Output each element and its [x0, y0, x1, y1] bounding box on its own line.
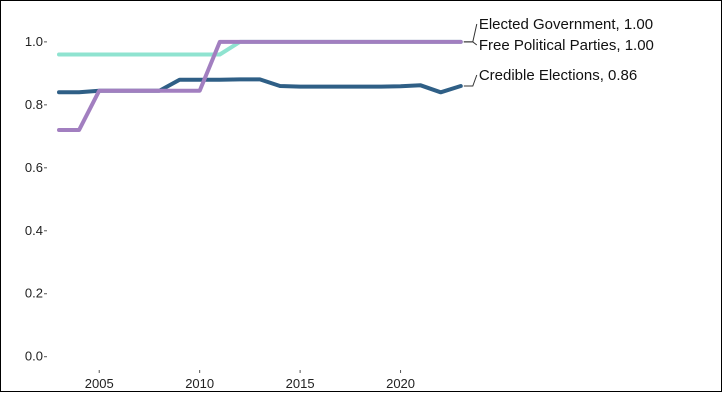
x-tick-label-1: 2010 [185, 376, 214, 391]
series-label-free-political-parties: Free Political Parties, 1.00 [479, 37, 654, 54]
x-tick-label-3: 2020 [386, 376, 415, 391]
y-tick-label-4: 0.8 [25, 97, 43, 112]
leader-line-free-political-parties [463, 41, 478, 46]
series-line-free-political-parties [57, 39, 463, 132]
y-tick-label-3: 0.6 [25, 160, 43, 175]
y-tick-label-0: 0.0 [25, 349, 43, 364]
series-label-elected-government: Elected Government, 1.00 [479, 16, 653, 33]
leader-line-credible-elections [463, 74, 478, 87]
x-tick-label-0: 2005 [85, 376, 114, 391]
y-tick-label-5: 1.0 [25, 34, 43, 49]
y-tick-label-2: 0.4 [25, 223, 43, 238]
y-tick-label-1: 0.2 [25, 286, 43, 301]
series-label-credible-elections: Credible Elections, 0.86 [479, 67, 637, 84]
x-tick-label-2: 2015 [286, 376, 315, 391]
leader-line-elected-government [463, 23, 478, 43]
